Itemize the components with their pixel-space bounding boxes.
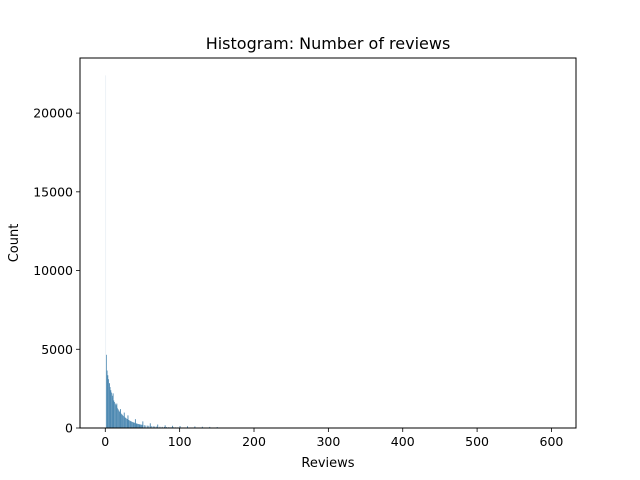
histogram-bar: [138, 423, 139, 428]
histogram-bar: [136, 423, 138, 428]
histogram-bar: [148, 425, 150, 428]
y-tick-label: 5000: [41, 342, 73, 357]
histogram-bar: [126, 419, 128, 428]
y-axis-ticks: 0 5000 10000 15000 20000: [33, 106, 80, 436]
histogram-bar: [110, 390, 112, 428]
histogram-bar: [137, 423, 139, 428]
y-tick-label: 0: [65, 421, 73, 436]
spikes-group: [108, 383, 218, 428]
x-tick-label: 500: [465, 434, 489, 449]
histogram-bar: [152, 426, 154, 428]
x-tick-label: 400: [391, 434, 415, 449]
histogram-bar: [161, 426, 163, 428]
x-tick-label: 100: [168, 434, 192, 449]
x-tick-label: 0: [101, 434, 109, 449]
histogram-bar: [120, 413, 122, 428]
histogram-bar: [105, 75, 107, 428]
histogram-bar: [118, 410, 120, 428]
plot-background: [80, 58, 576, 428]
histogram-bar: [119, 411, 121, 428]
x-tick-label: 300: [316, 434, 340, 449]
histogram-bar: [108, 379, 110, 428]
histogram-bar: [133, 422, 135, 428]
histogram-bar: [115, 405, 117, 428]
histogram-bar: [135, 423, 137, 428]
histogram-bar: [117, 408, 118, 428]
y-tick-label: 15000: [33, 184, 73, 199]
histogram-bar: [125, 417, 127, 428]
histogram-bar: [111, 392, 112, 428]
histogram-bar: [124, 417, 126, 428]
histogram-bar: [145, 425, 147, 428]
histogram-bar: [143, 425, 145, 428]
histogram-bar: [132, 422, 134, 428]
y-axis-label: Count: [7, 224, 22, 263]
histogram-bar: [146, 425, 148, 428]
histogram-bar: [131, 421, 133, 428]
histogram-bar: [128, 419, 130, 428]
x-axis-ticks: 0 100 200 300 400 500 600: [101, 428, 563, 449]
histogram-bar: [155, 426, 157, 428]
histogram-bar: [106, 370, 108, 428]
histogram-bar: [122, 415, 124, 428]
y-tick-label: 20000: [33, 106, 73, 121]
histogram-bar: [111, 395, 113, 428]
histogram-bar: [140, 424, 142, 428]
histogram-bar: [114, 403, 116, 428]
histogram-bar: [159, 426, 161, 428]
histogram-bar: [114, 402, 115, 428]
histogram-bar: [113, 400, 115, 428]
histogram-bar: [140, 424, 141, 428]
histogram-bar: [123, 416, 124, 428]
histogram-bar: [129, 420, 130, 428]
x-tick-label: 200: [242, 434, 266, 449]
y-tick-label: 10000: [33, 263, 73, 278]
histogram-bar: [121, 414, 123, 428]
histogram-bar: [138, 424, 140, 428]
histogram-bar: [109, 387, 111, 428]
histogram-bar: [117, 409, 119, 428]
histogram-bar: [130, 421, 132, 428]
histogram-bar: [151, 426, 153, 428]
histogram-bar: [132, 421, 133, 428]
histogram-bar: [134, 422, 136, 428]
histogram-bar: [126, 418, 127, 428]
histogram-bar: [164, 426, 165, 428]
x-axis-label: Reviews: [301, 456, 354, 471]
histogram-bar: [139, 424, 141, 428]
histogram-bar: [107, 375, 109, 428]
histogram-bar: [154, 426, 156, 428]
histogram-bar: [141, 424, 143, 428]
chart-title: Histogram: Number of reviews: [206, 34, 451, 53]
histogram-bar: [129, 420, 131, 428]
x-tick-label: 600: [540, 434, 564, 449]
histogram-bar: [106, 354, 107, 428]
